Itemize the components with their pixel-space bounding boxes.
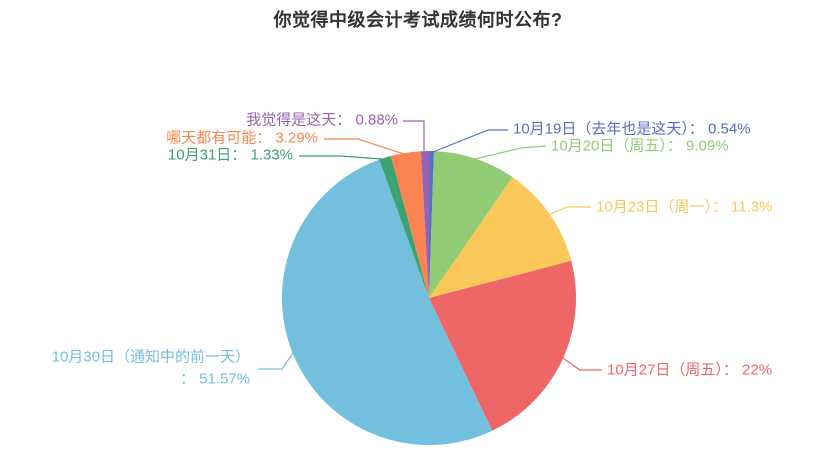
pie-slice-5[interactable] bbox=[379, 156, 429, 298]
slice-label-1: 10月20日（周五）： 9.09% bbox=[551, 138, 729, 155]
label-line-2 bbox=[547, 206, 591, 216]
slice-label-2: 10月23日（周一）： 11.3% bbox=[596, 199, 772, 216]
chart-title: 你觉得中级会计考试成绩何时公布? bbox=[273, 10, 563, 30]
label-line-6 bbox=[324, 138, 405, 155]
label-line-1 bbox=[474, 145, 547, 160]
label-line-0 bbox=[432, 129, 508, 153]
pie-slice-0[interactable] bbox=[429, 150, 434, 298]
pie-slice-6[interactable] bbox=[390, 151, 429, 298]
pie-slice-2[interactable] bbox=[429, 177, 572, 298]
pie-slice-7[interactable] bbox=[420, 150, 429, 298]
label-line-4 bbox=[258, 352, 294, 370]
slice-label-0: 10月19日（去年也是这天）： 0.54% bbox=[513, 121, 751, 138]
label-line-3 bbox=[559, 355, 602, 371]
slice-label-3: 10月27日（周五）： 22% bbox=[607, 362, 772, 379]
label-line-7 bbox=[403, 120, 425, 151]
pie-slice-4[interactable] bbox=[281, 159, 493, 446]
slice-label-4-line2: ： 51.57% bbox=[180, 371, 250, 388]
slice-label-5: 10月31日： 1.33% bbox=[168, 147, 293, 164]
slice-label-4-line1: 10月30日（通知中的前一天） bbox=[52, 349, 250, 366]
slice-label-6: 哪天都有可能： 3.29% bbox=[166, 130, 318, 147]
pie-slice-1[interactable] bbox=[429, 151, 513, 298]
slice-label-7: 我觉得是这天： 0.88% bbox=[246, 112, 398, 129]
pie-slice-3[interactable] bbox=[429, 260, 576, 431]
label-line-5 bbox=[299, 155, 383, 160]
